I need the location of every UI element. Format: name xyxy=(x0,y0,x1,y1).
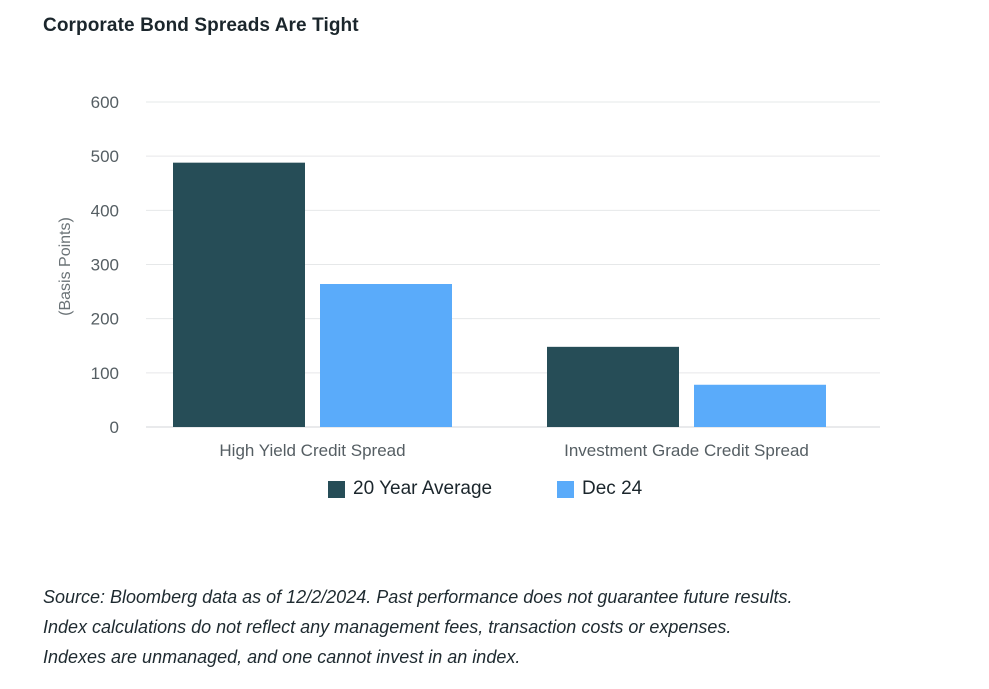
y-axis-label: (Basis Points) xyxy=(57,217,74,316)
y-tick-label: 300 xyxy=(91,256,119,275)
source-line: Index calculations do not reflect any ma… xyxy=(43,617,732,637)
bar-20-year-average-investment-grade xyxy=(547,346,679,427)
source-line: Indexes are unmanaged, and one cannot in… xyxy=(43,647,521,667)
x-category-label: Investment Grade Credit Spread xyxy=(564,441,809,460)
legend-swatch-20-year-average xyxy=(328,480,345,498)
source-note: Source: Bloomberg data as of 12/2/2024. … xyxy=(43,582,973,672)
y-tick-label: 200 xyxy=(91,310,119,329)
chart-title: Corporate Bond Spreads Are Tight xyxy=(43,15,359,36)
y-tick-label: 500 xyxy=(91,147,119,166)
bar-20-year-average-high-yield xyxy=(173,162,305,427)
x-axis-categories: High Yield Credit Spread Investment Grade… xyxy=(219,441,808,460)
x-category-label: High Yield Credit Spread xyxy=(219,441,405,460)
legend-swatch-dec-24 xyxy=(557,480,574,498)
bar-dec-24-investment-grade xyxy=(694,384,826,427)
y-tick-label: 100 xyxy=(91,364,119,383)
legend-label: 20 Year Average xyxy=(353,478,493,499)
legend-item-dec-24: Dec 24 xyxy=(557,478,642,500)
y-tick-label: 400 xyxy=(91,201,119,220)
y-axis-ticks: 0 100 200 300 400 500 600 xyxy=(91,93,119,437)
bars xyxy=(173,162,826,427)
bar-dec-24-high-yield xyxy=(320,284,452,427)
y-tick-label: 600 xyxy=(91,93,119,112)
bar-chart: 0 100 200 300 400 500 600 High Yield Credit Sp… xyxy=(57,93,880,460)
legend: 20 Year Average Dec 24 xyxy=(0,478,989,504)
source-line: Source: Bloomberg data as of 12/2/2024. … xyxy=(43,587,793,607)
legend-label: Dec 24 xyxy=(582,478,643,499)
y-tick-label: 0 xyxy=(110,418,119,437)
legend-item-20-year-average: 20 Year Average xyxy=(328,478,492,500)
